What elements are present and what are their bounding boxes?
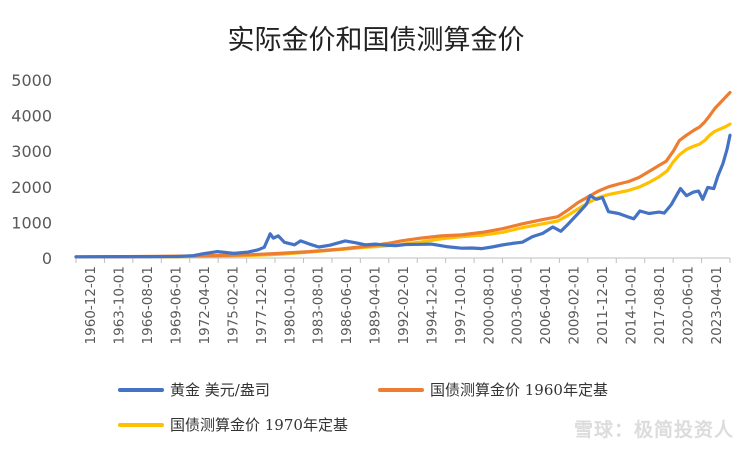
x-tick-label: 2011-12-01 <box>595 266 611 344</box>
watermark: 雪球：极简投资人 <box>573 419 734 441</box>
x-tick-label: 1960-12-01 <box>83 266 99 344</box>
x-tick-label: 2017-08-01 <box>652 266 668 344</box>
y-tick-label: 0 <box>42 249 52 268</box>
y-tick-label: 2000 <box>11 178 52 197</box>
x-tick-label: 1972-04-01 <box>197 266 213 344</box>
legend-swatch-bond-1970 <box>118 422 164 427</box>
x-tick-label: 2023-04-01 <box>709 266 725 344</box>
x-tick-label: 1966-08-01 <box>140 266 156 344</box>
legend-item-gold: 黄金 美元/盎司 <box>118 379 270 400</box>
legend-item-bond-1960: 国债测算金价 1960年定基 <box>378 379 608 400</box>
x-tick-label: 2020-06-01 <box>680 266 696 344</box>
x-tick-label: 1992-02-01 <box>396 266 412 344</box>
x-tick-label: 2009-02-01 <box>567 266 583 344</box>
x-tick-label: 1994-12-01 <box>424 266 440 344</box>
legend-swatch-bond-1960 <box>378 387 424 392</box>
x-tick-label: 1963-10-01 <box>112 266 128 344</box>
legend-label-bond-1960: 国债测算金价 1960年定基 <box>430 381 608 399</box>
x-tick-label: 2006-04-01 <box>538 266 554 344</box>
y-tick-label: 5000 <box>11 71 52 90</box>
x-tick-label: 1986-06-01 <box>339 266 355 344</box>
x-tick-label: 1975-02-01 <box>225 266 241 344</box>
x-tick-label: 1989-04-01 <box>368 266 384 344</box>
y-tick-label: 1000 <box>11 213 52 232</box>
series-line-bond-1960 <box>74 90 732 259</box>
x-tick-label: 1977-12-01 <box>254 266 270 344</box>
y-axis-labels: 0 1000 2000 3000 4000 5000 <box>11 71 52 268</box>
x-tick-label: 1997-10-01 <box>453 266 469 344</box>
legend-swatch-gold <box>118 387 164 392</box>
x-tick-label: 2000-08-01 <box>481 266 497 344</box>
series-line-gold <box>74 133 732 259</box>
x-tick-label: 2003-06-01 <box>510 266 526 344</box>
x-tick-label: 2014-10-01 <box>623 266 639 344</box>
chart-title: 实际金价和国债测算金价 <box>227 25 525 56</box>
x-tick-label: 1983-08-01 <box>311 266 327 344</box>
y-tick-label: 3000 <box>11 142 52 161</box>
x-tick-label: 1969-06-01 <box>169 266 185 344</box>
x-tick-label: 1980-10-01 <box>282 266 298 344</box>
legend-label-gold: 黄金 美元/盎司 <box>170 381 270 399</box>
x-axis: 1960-12-01 1963-10-01 1966-08-01 1969-06-01… <box>75 257 731 344</box>
series-layer <box>74 90 732 259</box>
y-tick-label: 4000 <box>11 107 52 126</box>
legend-label-bond-1970: 国债测算金价 1970年定基 <box>170 416 348 434</box>
legend-item-bond-1970: 国债测算金价 1970年定基 <box>118 414 348 435</box>
